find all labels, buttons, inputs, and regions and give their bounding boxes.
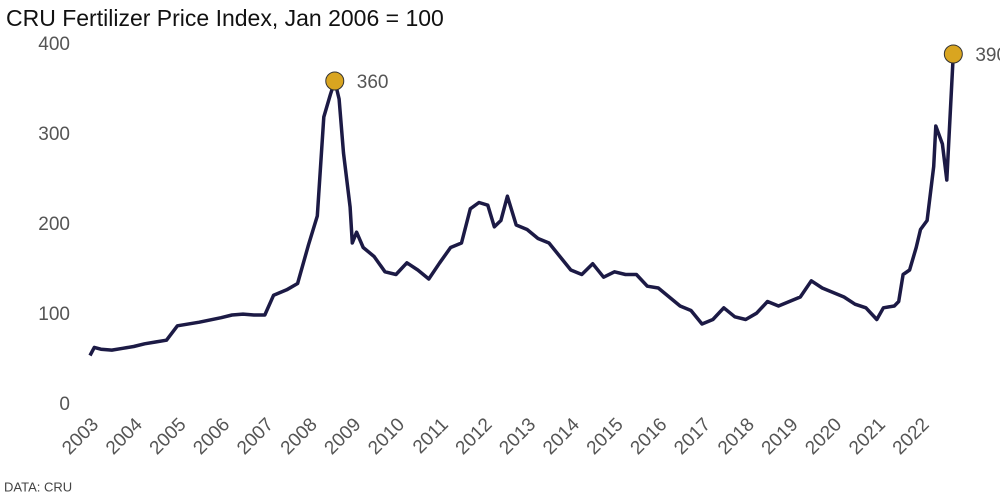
x-tick-label: 2005 [146,414,191,459]
x-tick-label: 2017 [670,414,715,459]
highlight-label: 390 [975,45,1000,66]
y-tick-label: 300 [38,124,70,145]
source-note: DATA: CRU [4,479,72,494]
x-tick-label: 2013 [495,414,540,459]
y-tick-label: 200 [38,214,70,235]
x-tick-label: 2022 [889,414,934,459]
y-tick-label: 0 [59,394,70,415]
x-tick-label: 2006 [189,414,234,459]
x-tick-label: 2003 [58,414,103,459]
y-tick-label: 400 [38,34,70,55]
highlight-point [325,71,345,91]
x-tick-label: 2016 [627,414,672,459]
x-tick-label: 2012 [452,414,497,459]
x-tick-label: 2004 [102,414,147,459]
x-tick-label: 2011 [409,414,453,458]
x-tick-label: 2020 [801,414,846,459]
y-tick-label: 100 [38,304,70,325]
x-tick-label: 2019 [758,414,803,459]
chart-title: CRU Fertilizer Price Index, Jan 2006 = 1… [6,5,444,31]
x-tick-label: 2021 [845,414,890,459]
x-tick-label: 2015 [583,414,628,459]
x-tick-label: 2018 [714,414,759,459]
highlight-point [943,44,963,64]
x-tick-label: 2009 [321,414,366,459]
x-tick-label: 2010 [364,414,409,459]
series-line [88,53,956,357]
x-tick-label: 2007 [233,414,278,459]
x-tick-label: 2014 [539,414,584,459]
highlight-label: 360 [357,72,389,93]
x-tick-label: 2008 [277,414,322,459]
